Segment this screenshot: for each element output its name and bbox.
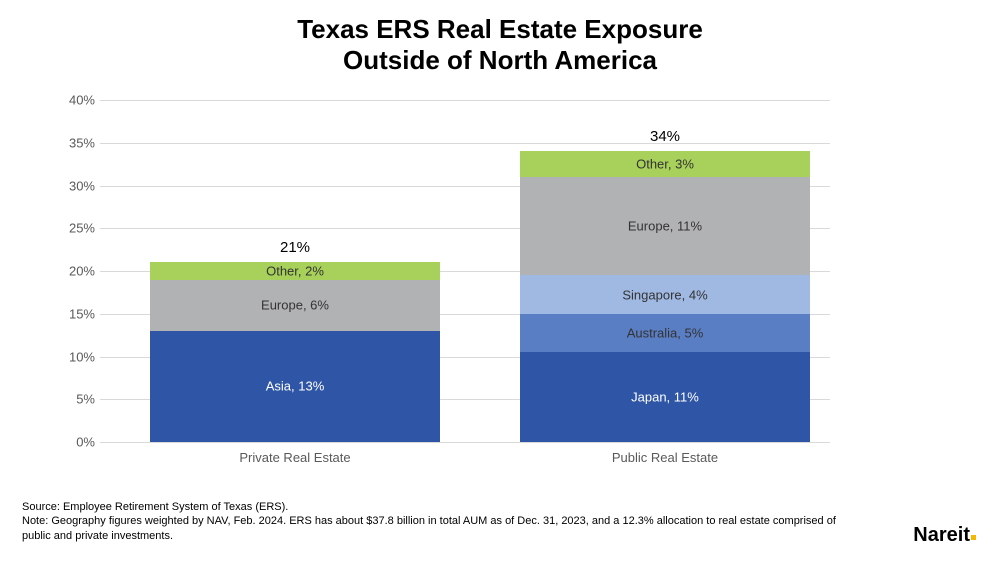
segment-label: Other, 3%: [520, 157, 810, 172]
bar-segment: Asia, 13%: [150, 331, 440, 442]
title-line-2: Outside of North America: [343, 45, 657, 75]
bar-segment: Singapore, 4%: [520, 275, 810, 313]
segment-label: Asia, 13%: [150, 379, 440, 394]
bar-segment: Other, 3%: [520, 151, 810, 177]
segment-label: Europe, 6%: [150, 298, 440, 313]
bar-segment: Other, 2%: [150, 262, 440, 279]
bar-total-label: 34%: [520, 128, 810, 145]
brand-logo: Nareit: [913, 524, 976, 547]
brand-text: Nareit: [913, 524, 970, 546]
y-tick-label: 25%: [55, 221, 95, 236]
bar-segment: Australia, 5%: [520, 314, 810, 352]
title-line-1: Texas ERS Real Estate Exposure: [297, 14, 703, 44]
brand-dot-icon: [971, 535, 976, 540]
gridline: [100, 100, 830, 101]
bar-segment: Japan, 11%: [520, 352, 810, 442]
chart-title: Texas ERS Real Estate Exposure Outside o…: [0, 0, 1000, 76]
footnote-note: Note: Geography figures weighted by NAV,…: [22, 514, 842, 543]
y-tick-label: 15%: [55, 306, 95, 321]
segment-label: Other, 2%: [150, 264, 440, 279]
y-tick-label: 30%: [55, 178, 95, 193]
x-category-label: Private Real Estate: [150, 442, 440, 472]
segment-label: Australia, 5%: [520, 326, 810, 341]
bar-segment: Europe, 6%: [150, 280, 440, 331]
bar-total-label: 21%: [150, 239, 440, 256]
y-tick-label: 10%: [55, 349, 95, 364]
chart-frame: Asia, 13% Europe, 6% Other, 2% 21% Japan, 11…: [55, 100, 830, 472]
plot-area: Asia, 13% Europe, 6% Other, 2% 21% Japan, 11…: [100, 100, 830, 442]
footnote-source: Source: Employee Retirement System of Te…: [22, 500, 842, 514]
segment-label: Japan, 11%: [520, 390, 810, 405]
y-tick-label: 0%: [55, 435, 95, 450]
segment-label: Singapore, 4%: [520, 287, 810, 302]
segment-label: Europe, 11%: [520, 219, 810, 234]
footnotes: Source: Employee Retirement System of Te…: [22, 500, 842, 543]
y-tick-label: 20%: [55, 264, 95, 279]
y-tick-label: 35%: [55, 135, 95, 150]
x-category-label: Public Real Estate: [520, 442, 810, 472]
bar-segment: Europe, 11%: [520, 177, 810, 275]
y-tick-label: 40%: [55, 93, 95, 108]
y-tick-label: 5%: [55, 392, 95, 407]
